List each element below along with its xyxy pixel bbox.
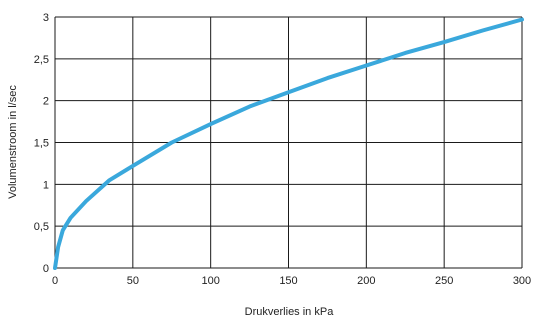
series-layer bbox=[53, 17, 524, 270]
y-tick-label: 0,5 bbox=[34, 221, 49, 233]
x-tick-label: 50 bbox=[127, 275, 139, 287]
y-tick-labels: 0 0,5 1 1,5 2 2,5 3 bbox=[34, 12, 49, 275]
x-tick-label: 300 bbox=[513, 275, 531, 287]
y-axis-label: Volumenstroom in l/sec bbox=[7, 85, 19, 199]
x-tick-labels: 0 50 100 150 200 250 300 bbox=[52, 275, 531, 287]
y-tick-label: 2 bbox=[43, 96, 49, 108]
x-tick-label: 0 bbox=[52, 275, 58, 287]
y-tick-label: 2,5 bbox=[34, 54, 49, 66]
y-tick-label: 1,5 bbox=[34, 138, 49, 150]
y-tick-label: 0 bbox=[43, 263, 49, 275]
x-tick-label: 250 bbox=[435, 275, 453, 287]
x-tick-label: 200 bbox=[357, 275, 375, 287]
y-tick-label: 1 bbox=[43, 179, 49, 191]
y-tick-label: 3 bbox=[43, 12, 49, 24]
x-tick-label: 150 bbox=[279, 275, 297, 287]
x-tick-label: 100 bbox=[201, 275, 219, 287]
grid bbox=[54, 16, 523, 269]
x-axis-label: Drukverlies in kPa bbox=[245, 306, 335, 318]
